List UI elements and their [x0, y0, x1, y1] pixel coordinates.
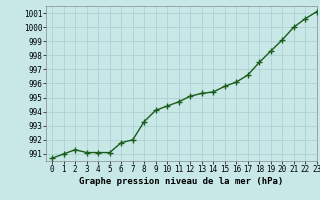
X-axis label: Graphe pression niveau de la mer (hPa): Graphe pression niveau de la mer (hPa) [79, 177, 284, 186]
